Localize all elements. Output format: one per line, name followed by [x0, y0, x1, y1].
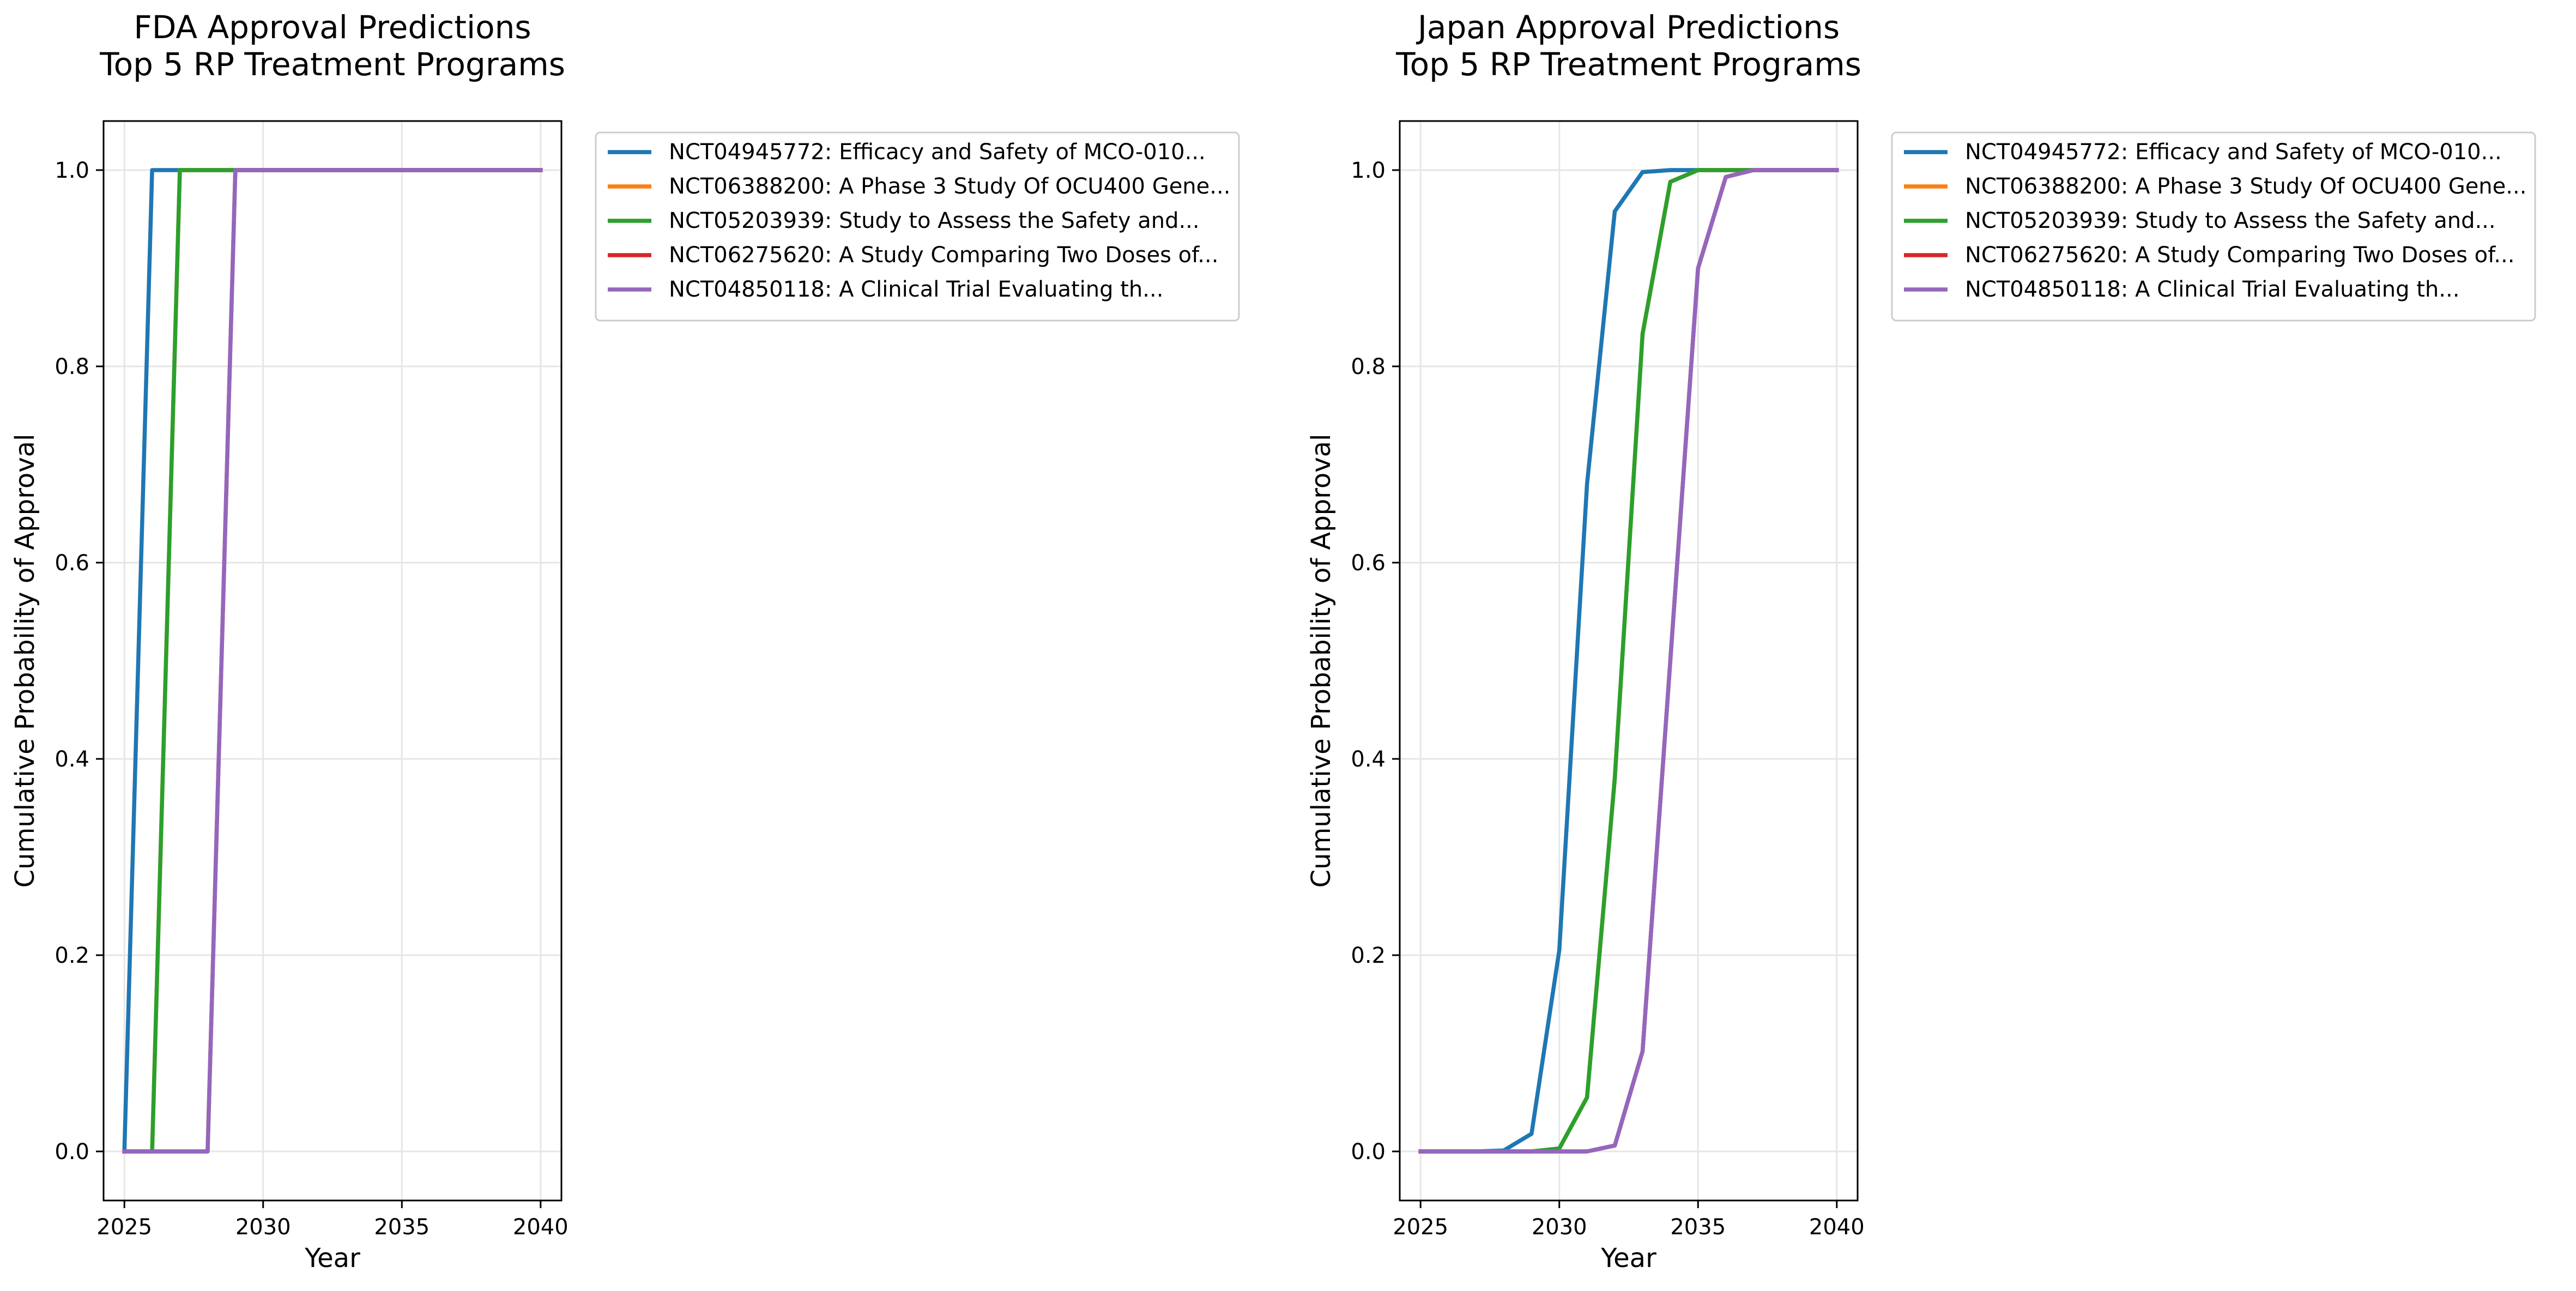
series-line-4: [1418, 168, 1839, 1154]
series-line-5: [122, 168, 543, 1154]
legend-entry-label: NCT06388200: A Phase 3 Study Of OCU400 G…: [1965, 174, 2526, 199]
x-tick-label: 2035: [374, 1215, 430, 1240]
y-tick-label: 0.0: [55, 1139, 89, 1165]
chart-title-line: FDA Approval Predictions: [134, 9, 531, 46]
chart-title-line: Top 5 RP Treatment Programs: [99, 46, 565, 83]
y-tick-label: 0.2: [55, 943, 89, 968]
x-tick-label: 2040: [513, 1215, 569, 1240]
y-tick-label: 0.4: [1351, 747, 1386, 772]
series-line-3: [122, 168, 543, 1154]
legend-box: [1891, 131, 2536, 322]
legend-entry-label: NCT04850118: A Clinical Trial Evaluating…: [669, 277, 1163, 302]
series-line-5: [1418, 168, 1839, 1154]
y-axis-label: Cumulative Probability of Approval: [1306, 434, 1337, 888]
legend-entry-label: NCT05203939: Study to Assess the Safety …: [1965, 208, 2496, 233]
y-axis-label: Cumulative Probability of Approval: [10, 434, 40, 888]
y-tick-label: 0.6: [55, 551, 89, 576]
x-tick-label: 2025: [1393, 1215, 1448, 1240]
series-line-1: [122, 168, 543, 1154]
y-tick-label: 0.4: [55, 747, 89, 772]
series-line-3: [1418, 168, 1839, 1154]
y-tick-label: 1.0: [55, 158, 89, 183]
chart-panel-2: Japan Approval Predictions Top 5 RP Treat…: [1306, 9, 2536, 1274]
legend-entry-label: NCT06388200: A Phase 3 Study Of OCU400 G…: [669, 174, 1230, 199]
series-line-4: [122, 168, 543, 1154]
chart-panel-1: FDA Approval Predictions Top 5 RP Treatme…: [10, 9, 1240, 1274]
legend-entry-label: NCT06275620: A Study Comparing Two Doses…: [1965, 243, 2514, 268]
x-axis-label: Year: [1600, 1243, 1656, 1274]
legend: NCT04945772: Efficacy and Safety of MCO-…: [595, 131, 1240, 322]
y-tick-label: 0.6: [1351, 551, 1386, 576]
legend-entry-label: NCT06275620: A Study Comparing Two Doses…: [669, 243, 1218, 268]
plot-frame: [1399, 120, 1859, 1202]
x-tick-label: 2030: [1532, 1215, 1587, 1240]
series-line-2: [1418, 168, 1839, 1154]
y-tick-label: 0.8: [55, 354, 89, 379]
chart-title-line: Japan Approval Predictions: [1416, 9, 1840, 46]
x-tick-label: 2025: [96, 1215, 152, 1240]
plot-frame: [102, 120, 563, 1202]
legend-entry-label: NCT05203939: Study to Assess the Safety …: [669, 208, 1200, 233]
chart-title-line: Top 5 RP Treatment Programs: [1395, 46, 1861, 83]
legend-entry-label: NCT04945772: Efficacy and Safety of MCO-…: [669, 140, 1206, 165]
legend-entry-label: NCT04945772: Efficacy and Safety of MCO-…: [1965, 140, 2502, 165]
y-tick-label: 0.0: [1351, 1139, 1386, 1165]
chart-title: FDA Approval Predictions Top 5 RP Treatme…: [99, 9, 565, 83]
legend-entry-label: NCT04850118: A Clinical Trial Evaluating…: [1965, 277, 2459, 302]
chart-title: Japan Approval Predictions Top 5 RP Treat…: [1395, 9, 1861, 83]
legend: NCT04945772: Efficacy and Safety of MCO-…: [1891, 131, 2536, 322]
x-tick-label: 2030: [235, 1215, 291, 1240]
y-tick-label: 0.2: [1351, 943, 1386, 968]
series-line-1: [1418, 168, 1839, 1154]
series-line-2: [122, 168, 543, 1154]
y-tick-label: 0.8: [1351, 354, 1386, 379]
y-tick-label: 1.0: [1351, 158, 1386, 183]
x-axis-label: Year: [304, 1243, 360, 1274]
legend-box: [595, 131, 1240, 322]
x-tick-label: 2040: [1809, 1215, 1865, 1240]
x-tick-label: 2035: [1670, 1215, 1726, 1240]
